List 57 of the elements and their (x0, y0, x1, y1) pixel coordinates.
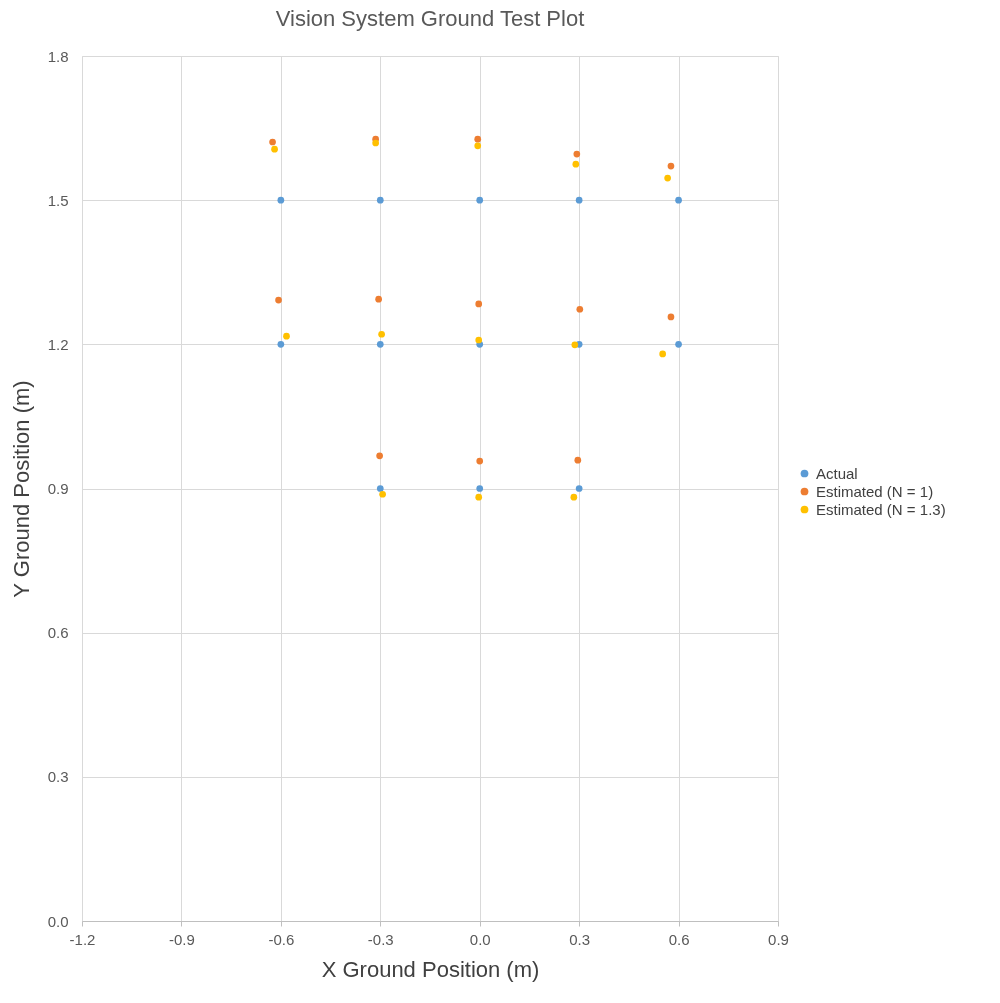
point (664, 174, 671, 182)
legend-label: Estimated (N = 1) (816, 482, 934, 500)
point (275, 296, 282, 304)
point (376, 196, 384, 204)
point (575, 485, 583, 492)
chart-title: Vision System Ground Test Plot (275, 6, 585, 31)
point (376, 340, 384, 348)
y-tick-label: 1.8 (47, 47, 69, 65)
legend-label: Estimated (N = 1.3) (816, 500, 946, 518)
y-tick-label: 0.3 (47, 768, 69, 786)
y-tick-label: 0.9 (47, 480, 69, 497)
point (475, 336, 483, 344)
x-tick-label: 0.9 (768, 930, 789, 948)
x-tick-label: 0.3 (569, 930, 591, 948)
y-tick-label: 1.2 (47, 335, 69, 353)
y-tick-label: 1.5 (47, 191, 69, 209)
point (375, 295, 382, 303)
x-tick-label: -0.6 (268, 930, 295, 948)
point (376, 452, 383, 460)
point (659, 350, 667, 358)
point (474, 142, 482, 150)
point (376, 485, 384, 492)
x-axis-title: X Ground Position (m) (321, 956, 540, 982)
point (476, 457, 484, 465)
point (378, 330, 385, 338)
point (269, 138, 276, 146)
x-tick-label: -0.9 (169, 930, 195, 948)
point (476, 485, 484, 492)
point (277, 340, 285, 348)
point (372, 139, 379, 147)
y-tick-label: 0.6 (47, 624, 69, 642)
point (576, 305, 584, 313)
legend-label: Actual (816, 464, 858, 482)
point (675, 340, 682, 348)
point (475, 493, 483, 501)
point (570, 493, 578, 501)
x-tick-label: 0.6 (668, 930, 690, 948)
x-tick-label: 0.0 (469, 930, 491, 948)
point (271, 145, 278, 153)
point (675, 196, 682, 204)
point (474, 135, 482, 143)
point (667, 313, 675, 321)
point (475, 300, 483, 308)
point (379, 490, 386, 498)
point (573, 150, 581, 158)
y-tick-label: 0.0 (47, 912, 69, 930)
point (575, 196, 583, 204)
point (277, 196, 285, 204)
x-tick-label: -0.3 (367, 930, 394, 948)
point (571, 341, 579, 349)
point (667, 162, 675, 170)
point (572, 160, 580, 168)
point (574, 456, 582, 464)
point (476, 196, 484, 204)
point (283, 332, 290, 340)
x-tick-label: -1.2 (69, 930, 96, 948)
y-axis-title: Y Ground Position (m) (8, 380, 34, 598)
